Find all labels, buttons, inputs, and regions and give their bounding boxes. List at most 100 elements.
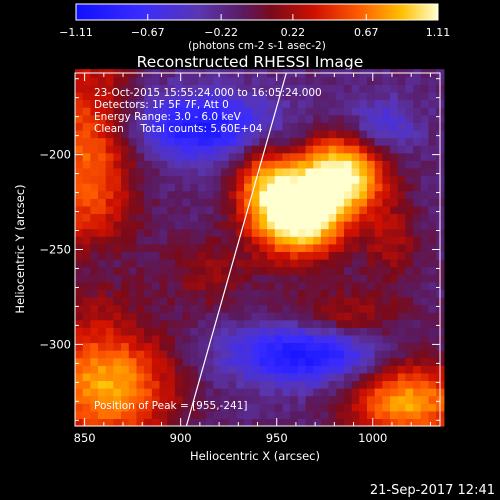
heatmap-pixel: [382, 198, 391, 207]
heatmap-pixel: [405, 334, 414, 344]
heatmap-pixel: [105, 388, 115, 397]
heatmap-pixel: [390, 357, 399, 366]
heatmap-pixel: [313, 228, 322, 237]
heatmap-pixel: [151, 228, 161, 237]
y-tick-label: −250: [39, 243, 71, 257]
heatmap-pixel: [313, 91, 322, 101]
heatmap-pixel: [75, 243, 84, 252]
heatmap-pixel: [305, 403, 314, 412]
heatmap-pixel: [228, 183, 237, 192]
heatmap-pixel: [190, 243, 199, 252]
heatmap-pixel: [420, 84, 430, 93]
heatmap-pixel: [190, 274, 199, 283]
heatmap-pixel: [367, 243, 376, 252]
heatmap-pixel: [159, 183, 168, 192]
heatmap-pixel: [128, 84, 138, 93]
heatmap-pixel: [174, 107, 184, 116]
heatmap-pixel: [174, 312, 184, 321]
heatmap-pixel: [244, 296, 253, 306]
heatmap-pixel: [359, 160, 368, 169]
heatmap-pixel: [397, 319, 407, 328]
heatmap-pixel: [351, 99, 360, 108]
heatmap-pixel: [343, 319, 353, 328]
heatmap-pixel: [413, 281, 422, 290]
heatmap-pixel: [167, 213, 176, 222]
heatmap-pixel: [182, 372, 191, 382]
heatmap-pixel: [397, 281, 407, 290]
heatmap-pixel: [121, 372, 130, 382]
heatmap-pixel: [105, 167, 115, 177]
heatmap-pixel: [190, 145, 199, 154]
heatmap-pixel: [428, 99, 437, 108]
heatmap-pixel: [159, 334, 168, 344]
heatmap-pixel: [136, 251, 145, 260]
heatmap-pixel: [228, 289, 237, 298]
heatmap-pixel: [151, 190, 161, 199]
heatmap-pixel: [305, 296, 314, 306]
heatmap-pixel: [274, 388, 284, 397]
heatmap-pixel: [121, 190, 130, 199]
heatmap-pixel: [313, 129, 322, 139]
heatmap-pixel: [236, 350, 245, 359]
heatmap-pixel: [167, 296, 176, 306]
heatmap-pixel: [121, 403, 130, 412]
heatmap-pixel: [244, 274, 253, 283]
heatmap-pixel: [98, 91, 107, 101]
heatmap-pixel: [113, 91, 122, 101]
heatmap-pixel: [405, 350, 414, 359]
heatmap-pixel: [90, 160, 99, 169]
heatmap-pixel: [197, 114, 207, 123]
heatmap-pixel: [244, 304, 253, 313]
heatmap-pixel: [420, 403, 430, 412]
heatmap-pixel: [282, 342, 291, 351]
heatmap-pixel: [413, 183, 422, 192]
heatmap-pixel: [290, 304, 299, 313]
heatmap-pixel: [182, 327, 191, 336]
heatmap-pixel: [182, 91, 191, 101]
heatmap-pixel: [343, 145, 353, 154]
heatmap-pixel: [174, 319, 184, 328]
heatmap-pixel: [390, 91, 399, 101]
heatmap-pixel: [428, 129, 437, 139]
heatmap-pixel: [197, 91, 207, 101]
heatmap-pixel: [267, 274, 276, 283]
heatmap-pixel: [320, 388, 330, 397]
heatmap-pixel: [374, 350, 383, 359]
heatmap-pixel: [75, 365, 84, 374]
heatmap-pixel: [228, 152, 237, 161]
heatmap-pixel: [267, 99, 276, 108]
heatmap-pixel: [151, 251, 161, 260]
heatmap-pixel: [113, 145, 122, 154]
heatmap-pixel: [405, 281, 414, 290]
heatmap-pixel: [244, 388, 253, 397]
heatmap-pixel: [390, 372, 399, 382]
heatmap-pixel: [167, 160, 176, 169]
heatmap-pixel: [405, 76, 414, 85]
heatmap-pixel: [274, 84, 284, 93]
heatmap-pixel: [251, 205, 261, 215]
heatmap-pixel: [343, 350, 353, 359]
heatmap-pixel: [75, 281, 84, 290]
heatmap-pixel: [359, 76, 368, 85]
heatmap-pixel: [213, 76, 222, 85]
heatmap-pixel: [390, 319, 399, 328]
heatmap-pixel: [382, 410, 391, 420]
heatmap-pixel: [82, 99, 91, 108]
heatmap-pixel: [259, 410, 268, 420]
heatmap-pixel: [82, 198, 91, 207]
heatmap-pixel: [136, 129, 145, 139]
heatmap-pixel: [351, 198, 360, 207]
heatmap-pixel: [82, 76, 91, 85]
heatmap-pixel: [213, 274, 222, 283]
heatmap-pixel: [98, 107, 107, 116]
heatmap-pixel: [174, 418, 184, 427]
heatmap-pixel: [105, 289, 115, 298]
heatmap-pixel: [297, 372, 307, 382]
heatmap-pixel: [197, 418, 207, 427]
heatmap-pixel: [190, 107, 199, 116]
heatmap-pixel: [290, 418, 299, 427]
heatmap-pixel: [328, 175, 337, 184]
heatmap-pixel: [205, 380, 214, 389]
heatmap-pixel: [90, 152, 99, 161]
heatmap-pixel: [144, 357, 153, 366]
